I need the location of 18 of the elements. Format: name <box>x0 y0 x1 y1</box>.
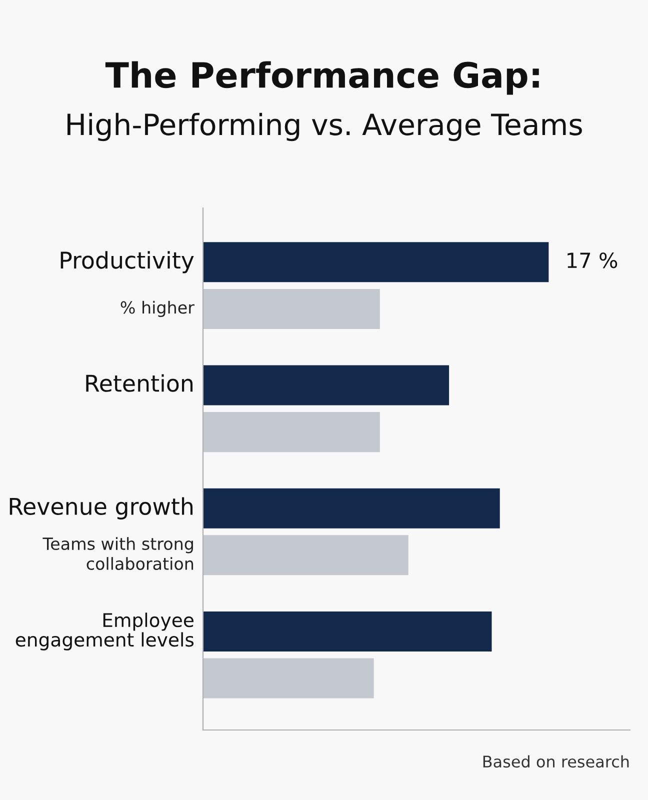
bar <box>203 658 374 698</box>
text: % higher <box>120 300 194 318</box>
chart-subtitle: High-Performing vs. Average Teams <box>68 112 582 142</box>
bar <box>203 365 450 406</box>
y-tick-label: Revenue growth <box>10 497 193 520</box>
text: Teams with strong collaboration <box>42 537 194 570</box>
bar <box>203 535 408 576</box>
bar <box>203 488 500 528</box>
bar <box>203 288 380 329</box>
y-tick-label: Employee engagement levels <box>16 612 194 650</box>
chart-title: The Performance Gap: <box>105 61 539 95</box>
bar <box>203 412 380 452</box>
bar <box>203 612 492 652</box>
text: Based on research <box>483 755 629 768</box>
bar <box>203 242 549 282</box>
y-tick-label: Retention <box>86 374 193 392</box>
y-tick-label: Productivity <box>60 251 194 274</box>
data-label: 17 % <box>568 252 618 268</box>
